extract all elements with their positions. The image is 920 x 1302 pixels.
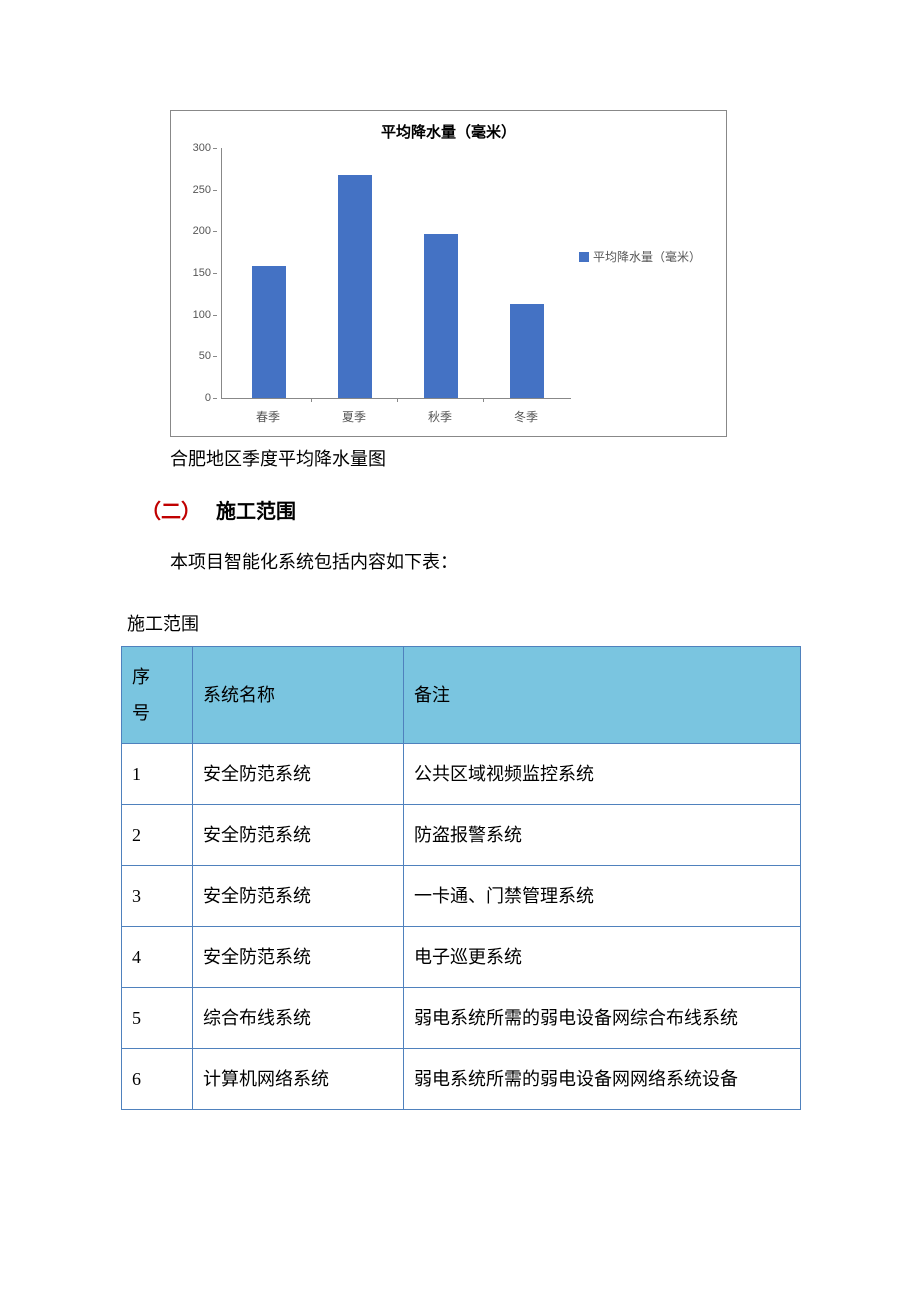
table-cell: 安全防范系统 [193, 927, 404, 988]
y-tick-label: 0 [205, 392, 211, 404]
plot-area [221, 148, 571, 399]
table-header-row: 序号 系统名称 备注 [122, 647, 801, 744]
table-caption: 施工范围 [127, 610, 805, 636]
table-cell: 4 [122, 927, 193, 988]
chart-caption: 合肥地区季度平均降水量图 [170, 445, 805, 471]
table-cell: 弱电系统所需的弱电设备网综合布线系统 [404, 988, 801, 1049]
table-row: 4安全防范系统电子巡更系统 [122, 927, 801, 988]
x-tick-label: 秋季 [428, 408, 452, 425]
table-cell: 6 [122, 1049, 193, 1110]
x-axis: 春季 夏季 秋季 冬季 [221, 402, 571, 428]
section-number: （二） [141, 501, 191, 523]
y-axis: 050100150200250300 [171, 148, 217, 428]
table-cell: 弱电系统所需的弱电设备网网络系统设备 [404, 1049, 801, 1110]
table-row: 1安全防范系统公共区域视频监控系统 [122, 744, 801, 805]
table-cell: 公共区域视频监控系统 [404, 744, 801, 805]
bar [510, 304, 544, 398]
chart-body: 050100150200250300 春季夏季秋季冬季 平均降水量（毫米） [171, 148, 726, 428]
section-title: 施工范围 [216, 501, 296, 523]
table-cell: 3 [122, 866, 193, 927]
table-row: 2安全防范系统防盗报警系统 [122, 805, 801, 866]
table-cell: 1 [122, 744, 193, 805]
y-tick-label: 200 [193, 225, 211, 237]
table-row: 3安全防范系统一卡通、门禁管理系统 [122, 866, 801, 927]
table-cell: 安全防范系统 [193, 744, 404, 805]
y-tick-label: 50 [199, 350, 211, 362]
legend-label: 平均降水量（毫米） [593, 248, 701, 265]
document-page: 平均降水量（毫米） 0 50 100 150 200 250 300 春季 夏季 秋季 冬季 平均… [0, 0, 920, 1150]
bar [252, 266, 286, 398]
x-tick-label: 夏季 [342, 408, 366, 425]
intro-text: 本项目智能化系统包括内容如下表： [170, 544, 805, 580]
col-header-system: 系统名称 [193, 647, 404, 744]
x-tick-label: 冬季 [514, 408, 538, 425]
table-cell: 电子巡更系统 [404, 927, 801, 988]
table-cell: 计算机网络系统 [193, 1049, 404, 1110]
y-tick-label: 100 [193, 309, 211, 321]
table-row: 6计算机网络系统弱电系统所需的弱电设备网网络系统设备 [122, 1049, 801, 1110]
table-cell: 安全防范系统 [193, 866, 404, 927]
table-cell: 5 [122, 988, 193, 1049]
legend-swatch [579, 252, 589, 262]
section-heading: （二） 施工范围 [141, 495, 805, 524]
bar [424, 234, 458, 398]
table-cell: 防盗报警系统 [404, 805, 801, 866]
table-cell: 2 [122, 805, 193, 866]
bar [338, 175, 372, 398]
y-tick-label: 250 [193, 184, 211, 196]
col-header-remark: 备注 [404, 647, 801, 744]
x-tick-label: 春季 [256, 408, 280, 425]
col-header-index: 序号 [122, 647, 193, 744]
rainfall-chart: 平均降水量（毫米） 0 50 100 150 200 250 300 春季 夏季 秋季 冬季 平均… [170, 110, 727, 437]
scope-table: 序号 系统名称 备注 1安全防范系统公共区域视频监控系统2安全防范系统防盗报警系… [121, 646, 801, 1110]
chart-plot: 050100150200250300 春季夏季秋季冬季 [171, 148, 571, 428]
chart-title: 平均降水量（毫米） [171, 119, 726, 148]
table-cell: 一卡通、门禁管理系统 [404, 866, 801, 927]
table-row: 5综合布线系统弱电系统所需的弱电设备网综合布线系统 [122, 988, 801, 1049]
y-tick-label: 150 [193, 267, 211, 279]
table-cell: 安全防范系统 [193, 805, 404, 866]
y-tick-label: 300 [193, 142, 211, 154]
chart-legend: 平均降水量（毫米） [571, 148, 709, 265]
table-cell: 综合布线系统 [193, 988, 404, 1049]
